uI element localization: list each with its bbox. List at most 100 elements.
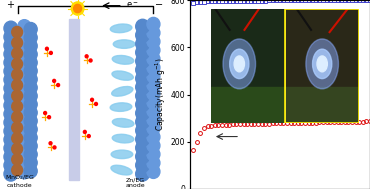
Circle shape — [147, 95, 160, 109]
Circle shape — [12, 111, 23, 123]
Circle shape — [4, 30, 18, 44]
Circle shape — [4, 64, 18, 78]
Circle shape — [4, 47, 18, 61]
Circle shape — [4, 132, 18, 147]
Circle shape — [147, 165, 160, 178]
Circle shape — [18, 80, 31, 93]
Text: Zn/EG
anode: Zn/EG anode — [125, 177, 145, 188]
Circle shape — [4, 107, 18, 121]
Bar — [68, 19, 78, 180]
Ellipse shape — [113, 71, 135, 80]
Ellipse shape — [111, 118, 132, 127]
Circle shape — [147, 52, 160, 66]
Circle shape — [18, 28, 31, 42]
Text: e$^-$: e$^-$ — [126, 1, 139, 10]
Circle shape — [24, 81, 37, 94]
Circle shape — [12, 37, 23, 48]
Circle shape — [12, 143, 23, 155]
Circle shape — [12, 133, 23, 144]
Circle shape — [12, 90, 23, 101]
Circle shape — [4, 73, 18, 87]
Circle shape — [95, 102, 97, 105]
Circle shape — [18, 54, 31, 67]
Circle shape — [24, 89, 37, 103]
Circle shape — [24, 131, 37, 145]
Circle shape — [24, 73, 37, 86]
Circle shape — [12, 80, 23, 91]
Circle shape — [147, 147, 160, 161]
Circle shape — [85, 55, 88, 58]
Circle shape — [147, 113, 160, 126]
Ellipse shape — [110, 56, 132, 64]
Circle shape — [136, 71, 149, 86]
Circle shape — [18, 71, 31, 85]
Circle shape — [74, 4, 81, 13]
Circle shape — [4, 81, 18, 95]
Circle shape — [24, 164, 37, 178]
Circle shape — [24, 98, 37, 111]
Ellipse shape — [113, 134, 134, 143]
Circle shape — [136, 149, 149, 164]
Circle shape — [136, 37, 149, 51]
Circle shape — [53, 146, 56, 149]
Circle shape — [4, 115, 18, 130]
Circle shape — [24, 148, 37, 161]
Circle shape — [136, 158, 149, 172]
Circle shape — [147, 104, 160, 118]
Circle shape — [4, 149, 18, 164]
Ellipse shape — [113, 40, 135, 48]
Circle shape — [18, 148, 31, 162]
Circle shape — [53, 79, 55, 82]
Circle shape — [4, 141, 18, 155]
Circle shape — [147, 17, 160, 31]
Circle shape — [136, 80, 149, 94]
Circle shape — [24, 56, 37, 69]
Circle shape — [4, 55, 18, 70]
Circle shape — [24, 139, 37, 153]
Circle shape — [147, 35, 160, 48]
Circle shape — [4, 167, 18, 181]
Circle shape — [147, 78, 160, 92]
Circle shape — [12, 101, 23, 112]
Ellipse shape — [111, 86, 132, 96]
Circle shape — [18, 165, 31, 179]
Circle shape — [87, 135, 90, 138]
Circle shape — [147, 130, 160, 144]
Circle shape — [18, 157, 31, 170]
Circle shape — [136, 123, 149, 138]
Circle shape — [4, 90, 18, 104]
Circle shape — [24, 39, 37, 53]
Circle shape — [147, 61, 160, 74]
Circle shape — [147, 87, 160, 100]
Circle shape — [24, 47, 37, 61]
Circle shape — [4, 38, 18, 53]
Text: MnO$_2$/EG
cathode: MnO$_2$/EG cathode — [5, 174, 35, 188]
Circle shape — [89, 59, 92, 62]
Ellipse shape — [112, 24, 133, 33]
Circle shape — [24, 22, 37, 36]
Circle shape — [24, 106, 37, 119]
Circle shape — [18, 45, 31, 59]
Circle shape — [4, 98, 18, 113]
Circle shape — [136, 28, 149, 42]
Circle shape — [12, 122, 23, 133]
Circle shape — [12, 154, 23, 165]
Circle shape — [18, 139, 31, 153]
Circle shape — [147, 26, 160, 40]
Circle shape — [4, 21, 18, 36]
Circle shape — [49, 142, 52, 145]
Circle shape — [136, 115, 149, 129]
Ellipse shape — [111, 149, 132, 159]
Circle shape — [71, 2, 84, 15]
Circle shape — [50, 51, 52, 54]
Circle shape — [147, 122, 160, 135]
Ellipse shape — [112, 102, 133, 112]
Circle shape — [24, 31, 37, 44]
Circle shape — [136, 19, 149, 34]
Circle shape — [4, 158, 18, 173]
Circle shape — [136, 106, 149, 120]
Circle shape — [18, 114, 31, 127]
Circle shape — [136, 89, 149, 103]
Circle shape — [24, 122, 37, 136]
Circle shape — [136, 54, 149, 68]
